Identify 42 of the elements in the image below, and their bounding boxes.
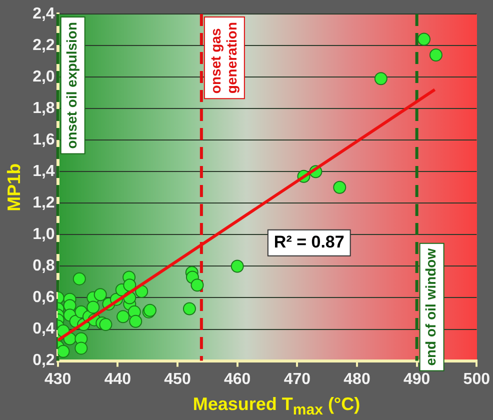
- y-tick-label: 1,0: [32, 226, 55, 244]
- ref-line-label: onset oil expulsion: [64, 22, 80, 149]
- y-tick-label: 0,8: [32, 258, 55, 275]
- y-tick-label: 1,2: [32, 194, 55, 212]
- y-tick-label: 0,2: [32, 352, 55, 370]
- x-tick-label: 440: [104, 370, 132, 388]
- point: [429, 48, 442, 62]
- point: [129, 314, 142, 328]
- point: [74, 342, 88, 355]
- x-tick-label: 500: [463, 370, 490, 388]
- ref-line-label: end of oil window: [422, 248, 439, 366]
- point: [116, 310, 130, 324]
- point: [182, 302, 196, 316]
- x-axis-title: Measured T$_{max}$ (°C): [192, 394, 362, 419]
- y-tick-label: 1,4: [32, 163, 55, 180]
- point: [58, 344, 70, 358]
- x-tick-label: 460: [224, 370, 251, 388]
- point: [333, 180, 346, 194]
- y-tick-label: 0,6: [32, 289, 55, 306]
- x-tick-label: 480: [344, 370, 370, 388]
- point: [72, 272, 86, 286]
- point: [374, 72, 388, 86]
- point: [230, 260, 244, 273]
- y-tick-label: 1,8: [32, 100, 55, 117]
- y-tick-label: 2,4: [32, 5, 55, 22]
- y-axis-title: MP1b: [4, 163, 24, 212]
- point: [99, 318, 112, 332]
- ref-line-label: onset gas generation: [207, 22, 240, 94]
- y-tick-label: 2,0: [32, 68, 55, 86]
- point: [190, 278, 204, 292]
- point: [86, 300, 100, 314]
- x-tick-label: 470: [284, 370, 311, 388]
- x-tick-label: 490: [403, 370, 430, 388]
- point: [123, 278, 136, 292]
- x-tick-label: 450: [164, 370, 191, 388]
- y-tick-label: 0,4: [32, 320, 55, 338]
- annotation: R² = 0.87: [274, 232, 344, 252]
- point: [94, 288, 107, 302]
- x-tick-label: 430: [44, 370, 72, 388]
- y-tick-label: 2,2: [32, 36, 55, 54]
- y-tick-label: 1,6: [32, 132, 55, 149]
- point: [418, 32, 430, 46]
